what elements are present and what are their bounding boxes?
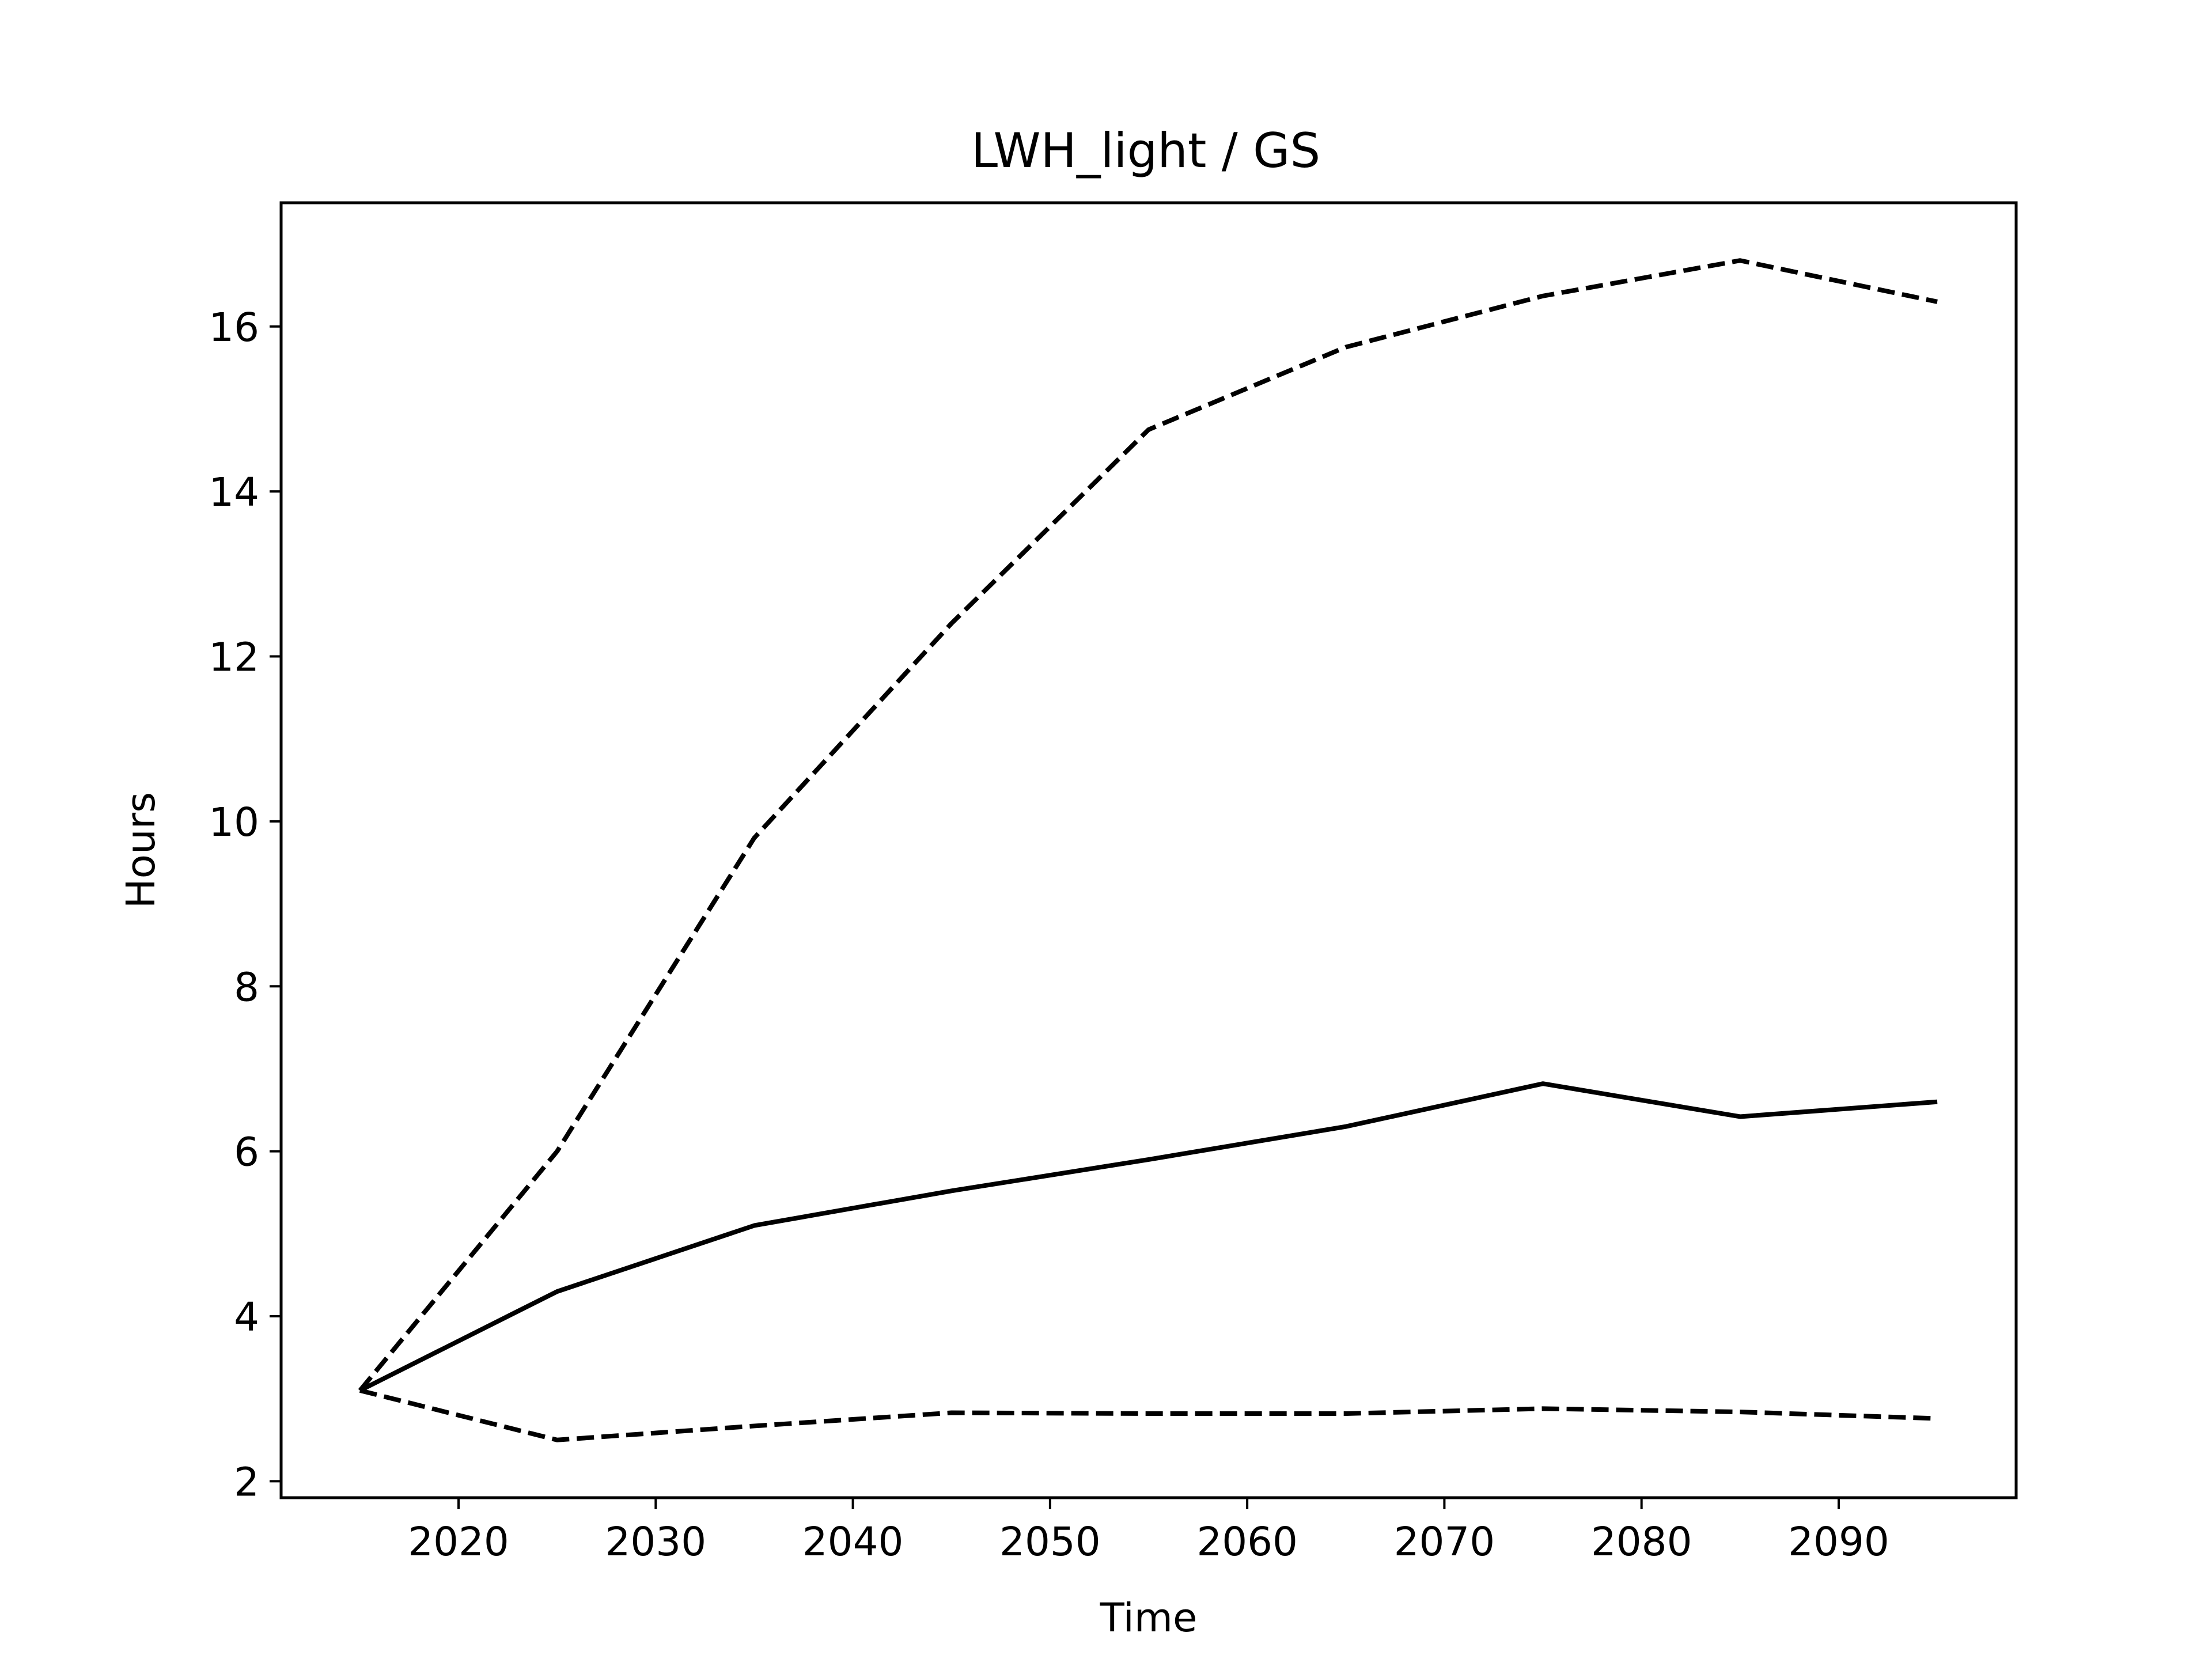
series-line-dashed-2 xyxy=(359,1388,1938,1442)
x-tick-label: 2060 xyxy=(1196,1519,1298,1565)
y-tick-label: 14 xyxy=(209,469,259,516)
y-axis: 2 4 6 8 10 12 14 16 xyxy=(209,305,281,1505)
series-line-solid-0 xyxy=(359,1081,1938,1393)
y-tick-label: 2 xyxy=(234,1459,259,1505)
y-tick-label: 4 xyxy=(234,1294,259,1340)
y-tick-label: 10 xyxy=(209,800,259,846)
x-tick-label: 2080 xyxy=(1591,1519,1692,1565)
chart-title: LWH_light / GS xyxy=(971,123,1320,179)
x-tick-label: 2050 xyxy=(999,1519,1101,1565)
x-axis-label: Time xyxy=(1100,1595,1198,1641)
y-tick-label: 12 xyxy=(209,635,259,681)
y-tick-label: 8 xyxy=(234,964,259,1010)
y-tick-label: 6 xyxy=(234,1130,259,1176)
x-tick-label: 2090 xyxy=(1788,1519,1889,1565)
series-layer xyxy=(358,258,1938,1442)
x-tick-label: 2070 xyxy=(1394,1519,1495,1565)
x-tick-label: 2030 xyxy=(605,1519,707,1565)
x-axis: 2020 2030 2040 2050 2060 2070 2080 2090 xyxy=(408,1498,1889,1565)
series-line-dashed-1 xyxy=(358,258,1938,1392)
y-axis-label: Hours xyxy=(118,792,164,908)
x-tick-label: 2020 xyxy=(408,1519,509,1565)
plot-frame xyxy=(279,201,2018,1499)
y-tick-label: 16 xyxy=(209,305,259,351)
x-tick-label: 2040 xyxy=(802,1519,904,1565)
